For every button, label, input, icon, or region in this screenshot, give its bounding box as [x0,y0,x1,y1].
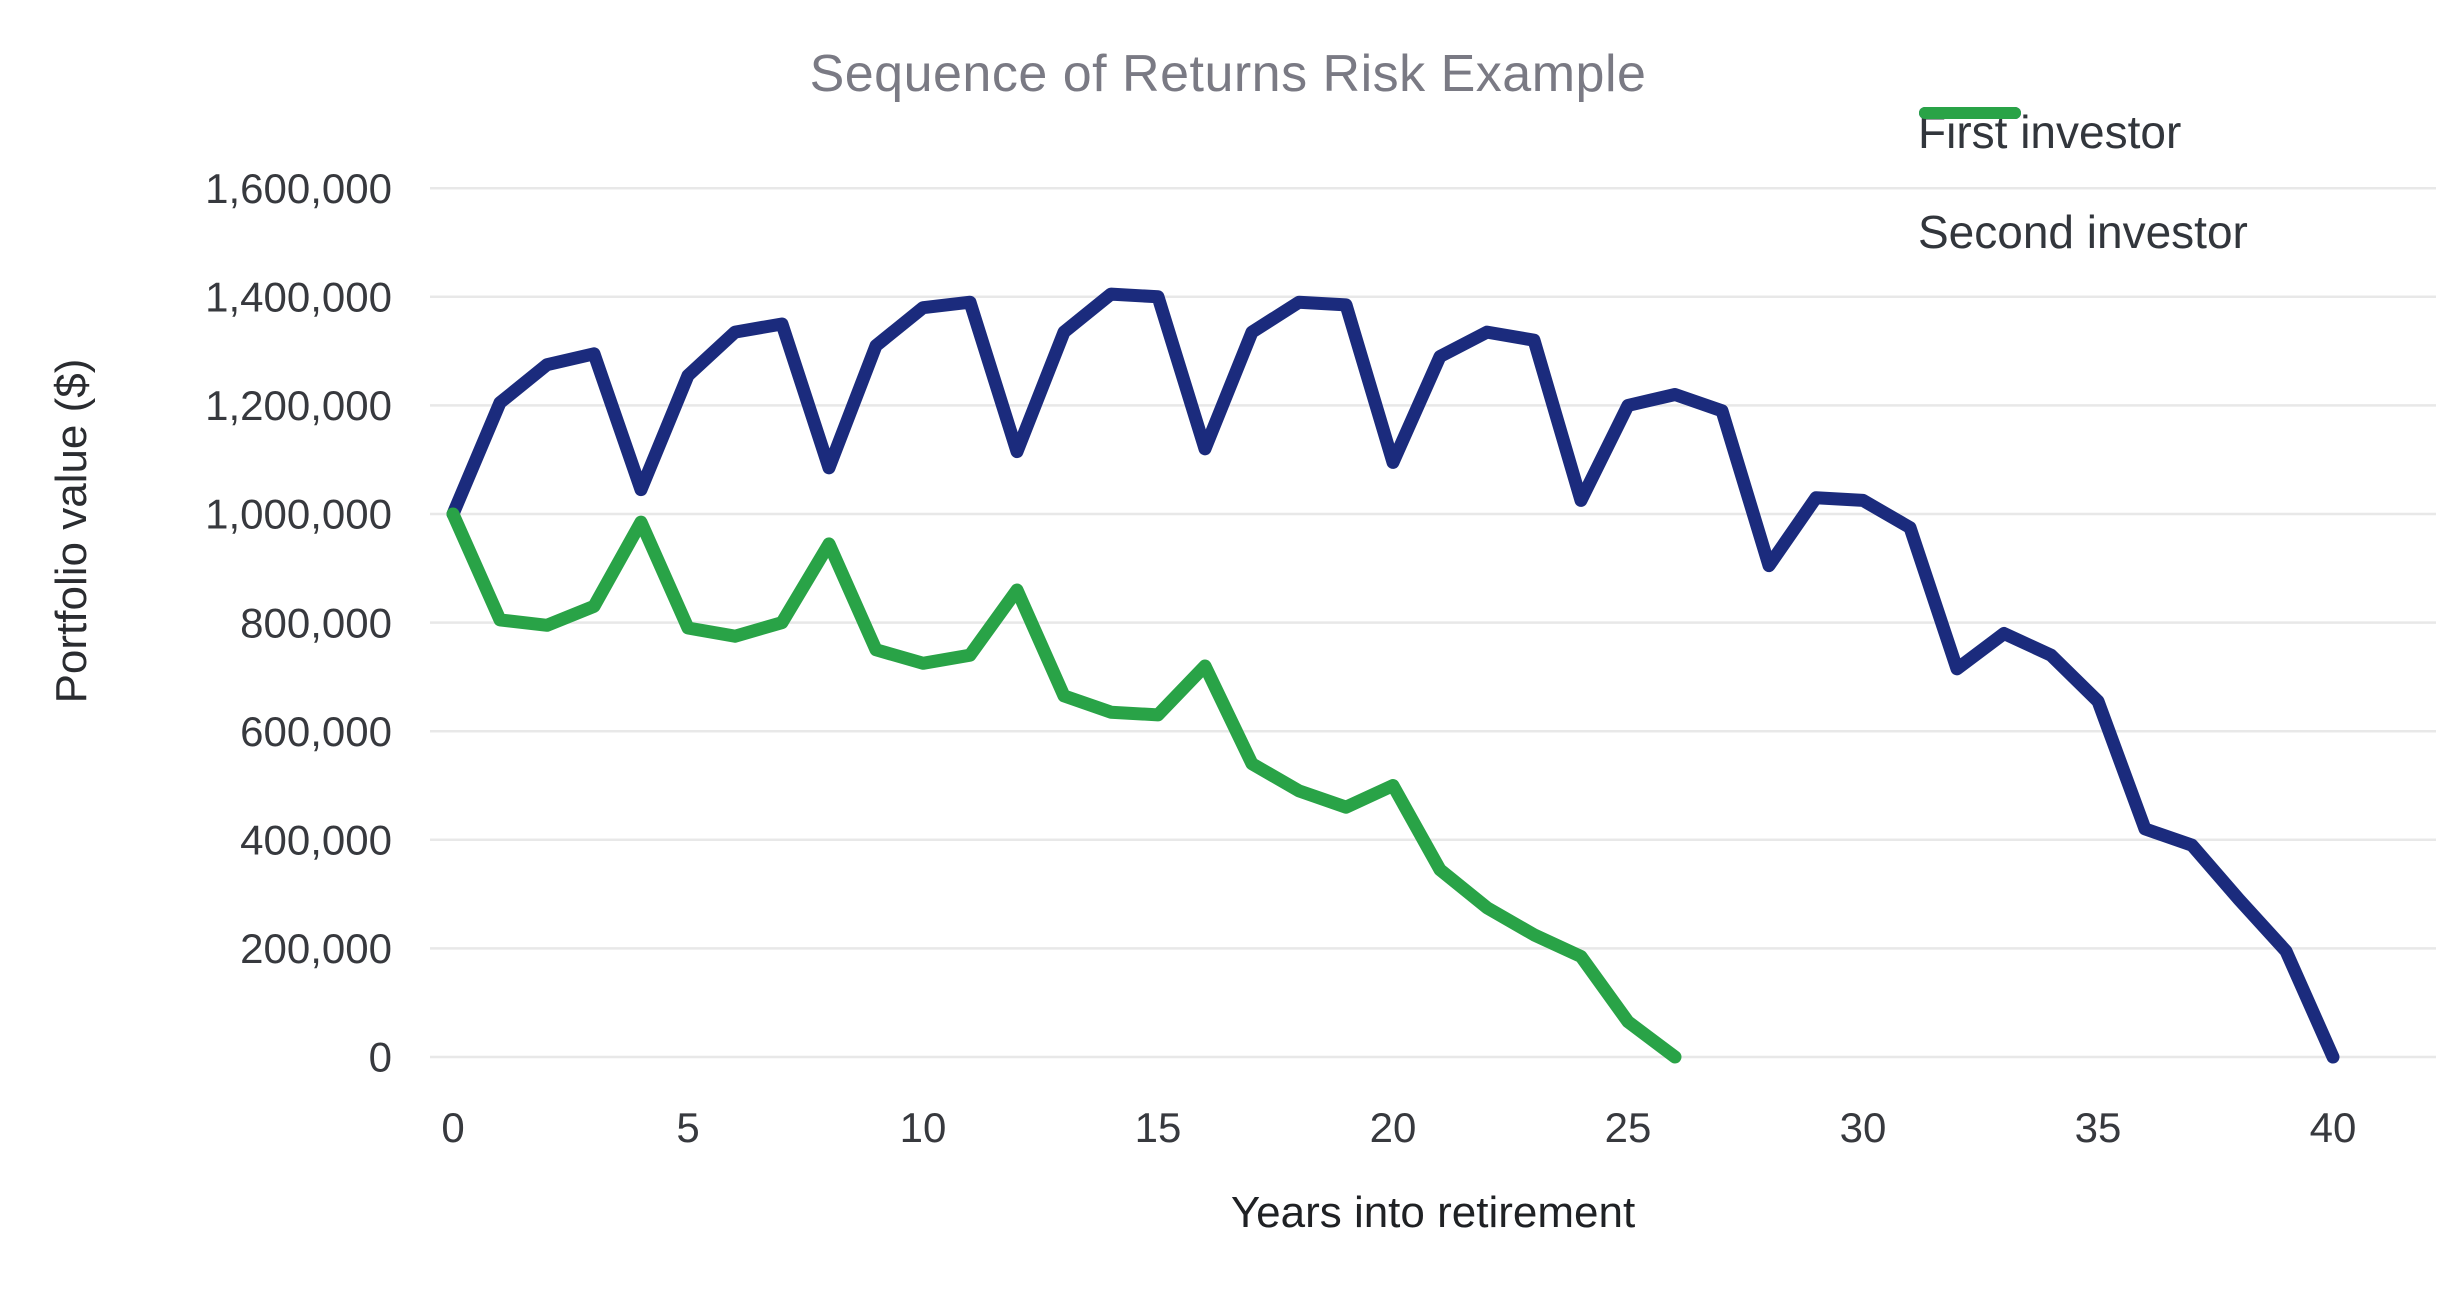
x-tick-label: 30 [1840,1104,1887,1151]
x-axis-title: Years into retirement [1230,1188,1636,1237]
y-tick-label: 200,000 [240,925,392,972]
y-tick-label: 600,000 [240,708,392,755]
legend-item-second-investor: Second investor [1918,107,2248,259]
second-investor-swatch-icon [1919,107,2021,119]
second-investor-line [446,507,1682,1064]
y-tick-label: 1,200,000 [205,382,392,429]
x-tick-label: 5 [676,1104,699,1151]
legend-label-second-investor: Second investor [1918,206,2248,258]
y-axis-title: Portfolio value ($) [47,358,96,704]
first-investor-line [446,287,2340,1064]
x-tick-label: 10 [900,1104,947,1151]
y-tick-label: 1,000,000 [205,491,392,538]
x-tick-label: 35 [2075,1104,2122,1151]
legend: First investor Second investor [1918,105,2248,259]
x-tick-label: 15 [1135,1104,1182,1151]
y-tick-label: 800,000 [240,599,392,646]
y-tick-label: 400,000 [240,817,392,864]
y-tick-label: 1,400,000 [205,274,392,321]
x-tick-label: 40 [2310,1104,2357,1151]
chart-title: Sequence of Returns Risk Example [809,45,1647,103]
y-tick-label: 0 [369,1034,392,1081]
x-tick-label: 0 [441,1104,464,1151]
x-tick-label: 25 [1605,1104,1652,1151]
y-tick-label: 1,600,000 [205,165,392,212]
x-tick-label: 20 [1370,1104,1417,1151]
